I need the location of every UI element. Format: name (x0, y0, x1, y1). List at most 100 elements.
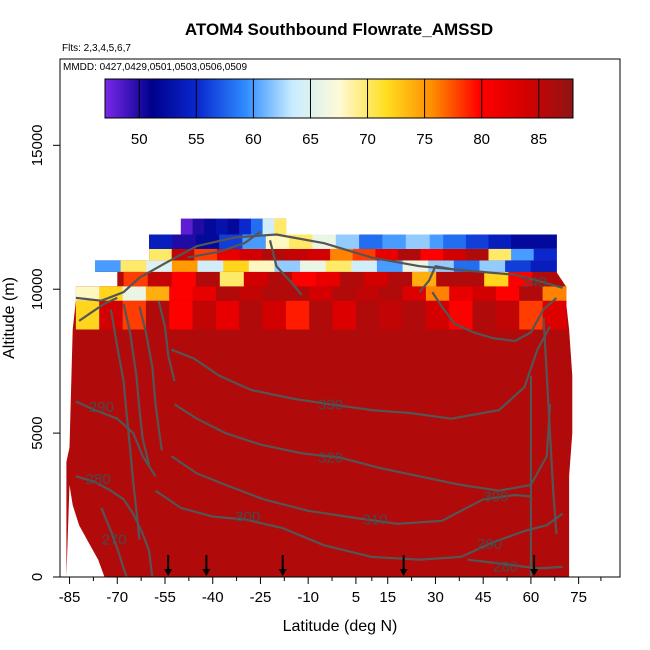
heatmap-cell (239, 218, 252, 235)
heatmap-cell (217, 248, 241, 261)
contour-label: 300 (483, 488, 508, 505)
heatmap-cell (204, 218, 217, 235)
contour-label: 340 (522, 274, 547, 291)
heatmap-cell (511, 248, 535, 261)
x-tick-label: 60 (523, 589, 540, 606)
heatmap-cell (227, 218, 240, 235)
heatmap-cell (169, 300, 194, 330)
y-tick-label: 15000 (29, 124, 46, 166)
heatmap-cell (172, 234, 197, 249)
contour-label: 290 (89, 399, 114, 416)
heatmap-cell (359, 234, 383, 249)
heatmap-cell (355, 286, 380, 301)
heatmap-cell (215, 218, 229, 235)
heatmap-cell (402, 300, 427, 330)
heatmap-cell (239, 300, 264, 330)
heatmap-cell (398, 248, 422, 261)
heatmap-cell (316, 272, 341, 287)
contour-labels: 340 330 320 310 300 300 290 290 280 280 270 (86, 274, 547, 575)
heatmap-cell (285, 286, 310, 301)
heatmap-cell (300, 260, 327, 272)
flights-note: Flts: 2,3,4,5,6,7 (62, 43, 131, 54)
heatmap-cell (250, 218, 264, 235)
colorbar-gradient (104, 78, 574, 119)
heatmap-cell (122, 286, 147, 301)
heatmap-cell (449, 300, 474, 330)
heatmap-cell (375, 248, 399, 261)
heatmap-cell (192, 218, 205, 235)
colorbar-tick-label: 80 (473, 131, 490, 148)
contour-line (109, 309, 141, 540)
x-tick-label: 45 (475, 589, 492, 606)
heatmap-cell (479, 260, 506, 272)
contour-line (542, 317, 558, 534)
contour-label: 280 (493, 558, 518, 575)
heatmap-cell (443, 234, 467, 249)
x-axis: -85 -70 -55 -40 -25 -10 5 15 30 45 60 75 (59, 577, 602, 606)
heatmap-cell (309, 300, 334, 330)
heatmap-cell (197, 260, 224, 272)
plot-frame (59, 58, 621, 578)
heatmap-cell (242, 234, 267, 249)
heatmap-cell (171, 272, 197, 287)
x-tick-label: -55 (154, 589, 176, 606)
heatmap-cell (325, 260, 352, 272)
heatmap-cell (330, 248, 354, 261)
colorbar-tick-label: 60 (245, 131, 262, 148)
heatmap-cell (95, 260, 122, 272)
heatmap-cell (332, 300, 357, 330)
colorbar-tick-label: 50 (131, 131, 148, 148)
heatmap-cell (519, 286, 544, 301)
heatmap-cell (449, 286, 474, 301)
heatmap-cell (420, 248, 444, 261)
heatmap-cell (262, 300, 287, 330)
heatmap-cell (505, 260, 532, 272)
x-tick-label: 30 (427, 589, 444, 606)
heatmap-cell (436, 272, 461, 287)
heatmap-cell (309, 286, 334, 301)
contour-line (187, 230, 262, 259)
colorbar-tick-label: 75 (416, 131, 433, 148)
contour-line (157, 300, 176, 382)
heatmap-upper-bands (75, 218, 567, 330)
contour-line (122, 303, 151, 466)
contour-label: 280 (86, 471, 111, 488)
y-axis-label: Altitude (m) (1, 277, 18, 359)
heatmap-cell (453, 260, 480, 272)
x-tick-label: -10 (297, 589, 319, 606)
heatmap-cell (274, 218, 287, 235)
heatmap-cell (425, 300, 450, 330)
heatmap-cell (219, 272, 245, 287)
heatmap-cell (169, 286, 194, 301)
heatmap-cell (405, 234, 430, 249)
heatmap-cell (542, 300, 567, 330)
heatmap-cell (388, 272, 413, 287)
x-tick-label: -70 (106, 589, 128, 606)
heatmap-cell (495, 300, 520, 330)
contour-label: 320 (318, 450, 343, 467)
x-axis-label: Latitude (deg N) (283, 618, 398, 635)
heatmap-cell (379, 300, 404, 330)
contour-line (138, 306, 163, 451)
heatmap-cell (465, 234, 490, 249)
flight-markers (164, 555, 539, 576)
flight-marker-arrow-head (202, 569, 211, 576)
heatmap-cell (147, 272, 173, 287)
heatmap-cell (533, 234, 557, 249)
heatmap-cell (171, 260, 199, 272)
contour-line (418, 265, 452, 293)
heatmap-cell (351, 260, 378, 272)
heatmap-cell (180, 218, 194, 235)
heatmap-cell (192, 300, 217, 330)
contour-line (100, 507, 128, 578)
heatmap-cell (443, 248, 467, 261)
contour-line (154, 489, 564, 561)
heatmap-cell (355, 300, 380, 330)
heatmap-cell (145, 300, 170, 330)
heatmap-cell (511, 234, 535, 249)
heatmap-cell (145, 286, 170, 301)
heatmap-cell (364, 272, 389, 287)
contour-line (170, 455, 531, 525)
heatmap-cell (75, 286, 100, 301)
heatmap-cell (285, 300, 310, 330)
